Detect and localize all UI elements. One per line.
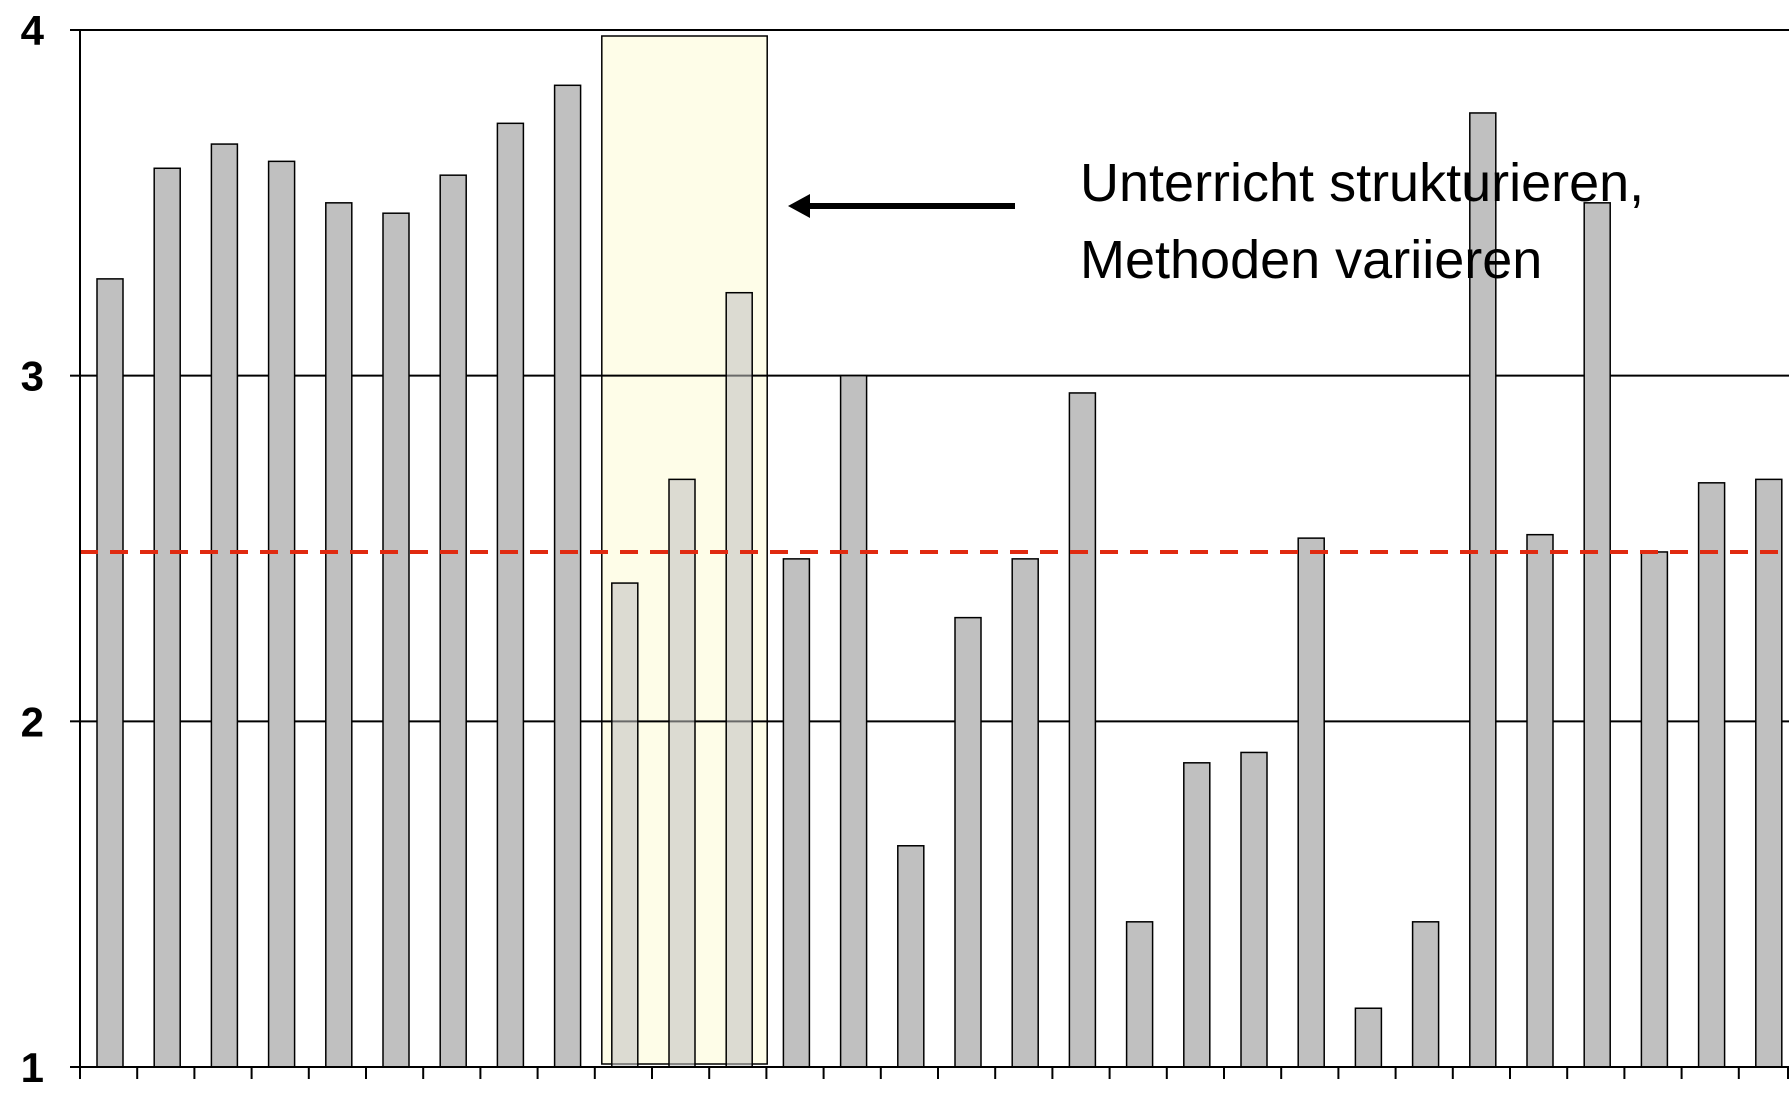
bar-28 [1640,551,1669,1068]
y-tick-label-4: 4 [21,7,45,54]
bar-15 [897,845,925,1068]
bar-14 [839,374,868,1068]
bar-11 [668,478,696,1068]
annotation: Unterricht strukturieren, Methoden varii… [788,153,1644,290]
bar-6 [382,212,410,1068]
y-tick-label-2: 2 [21,698,44,745]
y-tick-labels: 1 2 3 4 [21,7,45,1091]
y-tick-label-3: 3 [21,353,44,400]
bar-1 [96,278,124,1068]
bar-3 [210,143,239,1068]
annotation-line-2: Methoden variieren [1080,230,1542,290]
bar-12 [725,291,753,1068]
bar-10 [611,582,639,1068]
bar-25 [1469,112,1497,1068]
bar-26 [1526,533,1554,1068]
bars [96,84,1783,1068]
y-tick-label-1: 1 [21,1044,44,1089]
bar-2 [153,167,181,1068]
bar-29 [1697,482,1726,1068]
bar-20 [1183,762,1211,1068]
bar-23 [1354,1007,1383,1068]
bar-17 [1011,558,1039,1068]
gridlines [80,29,1789,723]
bar-27 [1583,202,1611,1068]
bar-8 [496,122,525,1068]
bar-24 [1411,921,1440,1068]
annotation-arrow-head [788,194,810,218]
bar-30 [1755,478,1783,1068]
bar-18 [1068,392,1097,1068]
axes [70,29,1789,1079]
bar-9 [553,84,582,1068]
bar-16 [954,616,982,1068]
bar-5 [325,202,353,1068]
bar-7 [439,174,467,1068]
bar-4 [267,160,296,1068]
annotation-line-1: Unterricht strukturieren, [1080,153,1644,213]
bar-19 [1125,921,1154,1068]
bar-22 [1297,537,1325,1068]
bar-13 [782,558,811,1068]
bar-21 [1240,751,1268,1068]
